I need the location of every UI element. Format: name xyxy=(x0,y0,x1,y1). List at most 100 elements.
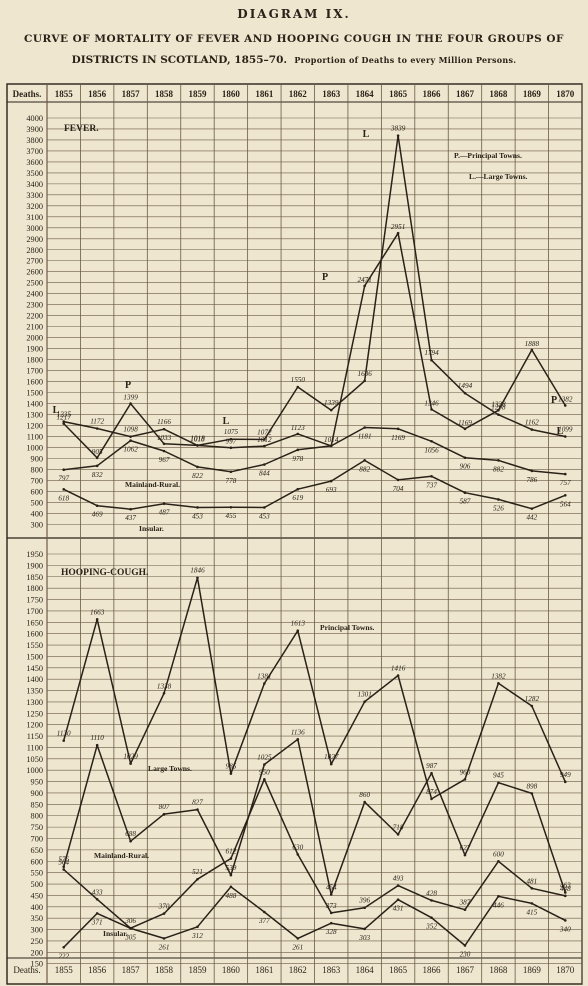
fever-data-label: 1346 xyxy=(424,399,439,407)
fever-tick-label: 2100 xyxy=(26,323,43,332)
fever-data-point xyxy=(463,491,467,495)
fever-tick-label: 2400 xyxy=(26,290,43,299)
fever-tick-label: 1800 xyxy=(26,356,43,365)
fever-data-point xyxy=(229,470,233,474)
fever-data-label: 526 xyxy=(493,504,504,512)
fever-data-label: 967 xyxy=(159,456,170,464)
hooping-cough-data-point xyxy=(497,895,500,898)
fever-data-label: 455 xyxy=(226,512,237,520)
hooping-cough-data-label: 807 xyxy=(159,803,170,811)
fever-data-point xyxy=(430,439,433,443)
diagram-label: DIAGRAM IX. xyxy=(237,7,351,21)
fever-data-label: 778 xyxy=(226,477,237,485)
hooping-cough-tick-label: 1650 xyxy=(26,618,43,627)
hooping-cough-data-point xyxy=(329,911,333,915)
hooping-cough-data-point xyxy=(530,704,534,708)
hooping-cough-data-label: 370 xyxy=(158,903,170,911)
hooping-cough-data-point xyxy=(162,912,166,915)
hooping-cough-data-point xyxy=(196,925,199,929)
fever-data-point xyxy=(329,479,333,483)
hooping-cough-data-label: 945 xyxy=(493,772,504,780)
fever-data-point xyxy=(162,502,166,506)
fever-data-label: 437 xyxy=(125,514,136,522)
fever-data-label: 587 xyxy=(460,498,471,506)
fever-tick-label: 1700 xyxy=(26,367,43,376)
fever-series-line-2 xyxy=(63,426,566,475)
fever-data-point xyxy=(263,444,266,448)
fever-tick-label: 900 xyxy=(31,454,43,463)
fever-data-label: 2471 xyxy=(357,276,371,284)
hooping-cough-data-label: 261 xyxy=(159,943,170,951)
fever-data-point xyxy=(396,478,400,482)
fever-tick-label: 2700 xyxy=(26,257,43,266)
fever-tick-label: 800 xyxy=(31,465,43,474)
hooping-cough-data-point xyxy=(396,898,400,902)
fever-data-point xyxy=(129,439,132,442)
fever-data-point xyxy=(95,504,99,508)
year-label-bottom: 1856 xyxy=(88,965,107,975)
fever-data-label: 1399 xyxy=(123,394,138,402)
hooping-cough-data-point xyxy=(363,927,366,931)
hooping-cough-tick-label: 1850 xyxy=(26,573,43,582)
fever-data-point xyxy=(129,402,132,405)
fever-data-label: 453 xyxy=(192,512,203,520)
hooping-cough-data-label: 985 xyxy=(226,763,237,771)
year-label-top: 1856 xyxy=(88,89,107,99)
fever-data-point xyxy=(263,463,266,466)
fever-data-point xyxy=(463,456,467,460)
legend-principal-towns: P.—Principal Towns. xyxy=(454,151,522,160)
hooping-cough-data-point xyxy=(463,908,467,912)
hooping-cough-data-label: 718 xyxy=(393,823,404,831)
year-label-bottom: 1866 xyxy=(423,965,442,975)
fever-data-point xyxy=(229,437,233,441)
hooping-cough-tick-label: 200 xyxy=(31,948,43,957)
hooping-cough-data-label: 305 xyxy=(124,933,136,941)
fever-tick-label: 3800 xyxy=(26,136,43,145)
hooping-cough-series-line-0 xyxy=(62,576,566,800)
fever-data-point xyxy=(229,446,233,450)
hooping-cough-data-label: 463 xyxy=(560,881,571,889)
hooping-cough-tick-label: 850 xyxy=(31,800,43,809)
fever-data-label: 1494 xyxy=(458,382,473,390)
hooping-cough-series-line-3 xyxy=(63,886,566,948)
fever-data-point xyxy=(363,284,366,288)
hooping-cough-data-label: 306 xyxy=(124,917,136,925)
hooping-cough-tick-label: 1400 xyxy=(26,675,43,684)
hooping-cough-data-label: 396 xyxy=(358,897,370,905)
hooping-cough-data-point xyxy=(229,885,233,889)
fever-data-label: 757 xyxy=(560,479,571,487)
legend-large-towns: L.—Large Towns. xyxy=(469,172,528,181)
fever-data-point xyxy=(497,408,500,412)
fever-tick-label: 3100 xyxy=(26,213,43,222)
fever-tick-label: 1000 xyxy=(26,443,43,452)
hooping-cough-data-label: 960 xyxy=(460,768,471,776)
hooping-cough-data-label: 950 xyxy=(259,768,270,776)
fever-tick-label: 1500 xyxy=(26,389,43,398)
fever-tick-label: 4000 xyxy=(26,114,43,123)
fever-tick-label: 600 xyxy=(31,487,43,496)
fever-tick-label: 2000 xyxy=(26,334,43,343)
fever-data-label: 2951 xyxy=(391,223,405,231)
fever-data-label: 1099 xyxy=(558,426,573,434)
fever-data-point xyxy=(430,358,433,362)
hooping-cough-data-point xyxy=(530,887,534,890)
axis-labels-layer: Deaths. Deaths. 1855 1855 1856 1856 1857 1857 18… xyxy=(13,89,575,975)
hc-mainland-rural-annotation: Mainland-Rural. xyxy=(94,851,149,860)
hooping-cough-data-point xyxy=(497,681,500,685)
fever-tick-label: 1300 xyxy=(26,410,43,419)
fever-series-line-1 xyxy=(63,134,566,447)
hooping-cough-data-point xyxy=(396,674,400,677)
hooping-cough-data-point xyxy=(329,893,333,896)
fever-data-label: 1014 xyxy=(324,436,339,444)
fever-data-label: 1062 xyxy=(123,446,138,454)
hooping-cough-data-label: 576 xyxy=(58,856,69,864)
fever-series-line-3 xyxy=(63,459,566,510)
hooping-cough-data-point xyxy=(430,916,433,920)
hooping-cough-tick-label: 1200 xyxy=(26,721,43,730)
hooping-cough-tick-label: 300 xyxy=(31,926,43,935)
fever-data-point xyxy=(196,444,199,447)
year-label-bottom: 1858 xyxy=(155,965,174,975)
year-label-bottom: 1860 xyxy=(222,965,241,975)
hooping-cough-data-label: 373 xyxy=(325,902,337,910)
year-label-top: 1867 xyxy=(456,89,475,99)
